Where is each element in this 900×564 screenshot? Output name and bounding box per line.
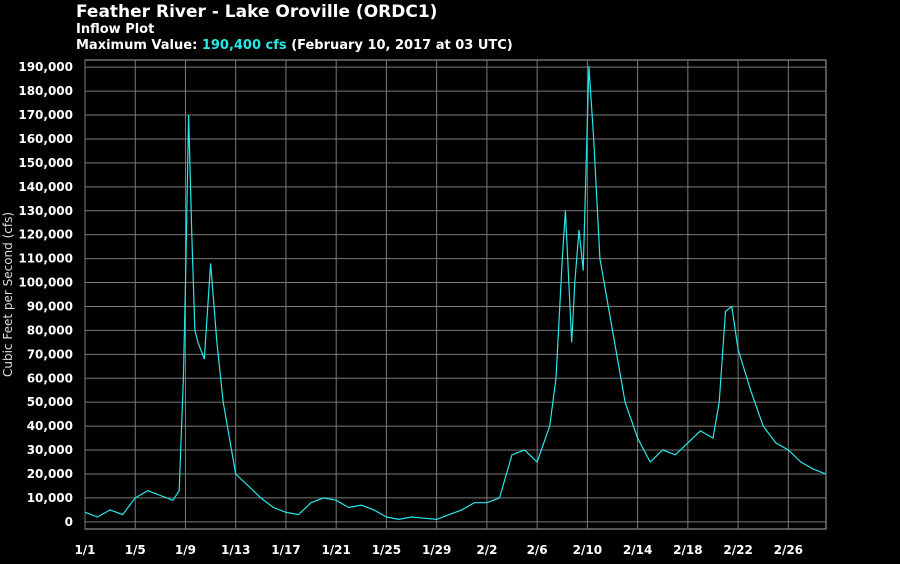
y-tick-label: 100,000 xyxy=(18,276,73,290)
y-tick-label: 150,000 xyxy=(18,156,73,170)
y-tick-label: 160,000 xyxy=(18,132,73,146)
y-tick-label: 40,000 xyxy=(27,419,73,433)
x-tick-label: 1/21 xyxy=(321,543,350,557)
y-tick-label: 70,000 xyxy=(27,347,73,361)
y-tick-label: 20,000 xyxy=(27,467,73,481)
x-tick-label: 2/10 xyxy=(573,543,602,557)
x-tick-label: 2/22 xyxy=(723,543,752,557)
y-tick-label: 10,000 xyxy=(27,491,73,505)
x-tick-label: 1/5 xyxy=(125,543,146,557)
chart-title: Feather River - Lake Oroville (ORDC1) xyxy=(76,2,438,22)
x-tick-label: 1/25 xyxy=(372,543,401,557)
y-tick-label: 60,000 xyxy=(27,371,73,385)
x-tick-label: 1/29 xyxy=(422,543,451,557)
max-value-date: (February 10, 2017 at 03 UTC) xyxy=(291,38,513,53)
max-value-label: Maximum Value: xyxy=(76,38,198,53)
max-value-line: Maximum Value: 190,400 cfs (February 10,… xyxy=(76,38,513,53)
y-tick-label: 80,000 xyxy=(27,323,73,337)
max-value: 190,400 cfs xyxy=(201,38,287,53)
y-tick-label: 130,000 xyxy=(18,204,73,218)
y-tick-label: 190,000 xyxy=(18,60,73,74)
y-tick-label: 120,000 xyxy=(18,228,73,242)
x-tick-label: 2/6 xyxy=(527,543,548,557)
y-tick-label: 30,000 xyxy=(27,443,73,457)
plot-frame xyxy=(84,59,827,530)
x-tick-label: 2/18 xyxy=(673,543,702,557)
x-tick-label: 1/9 xyxy=(175,543,196,557)
y-tick-label: 0 xyxy=(65,515,73,529)
y-tick-label: 90,000 xyxy=(27,299,73,313)
x-tick-label: 2/2 xyxy=(476,543,497,557)
x-tick-label: 2/14 xyxy=(623,543,652,557)
y-tick-label: 140,000 xyxy=(18,180,73,194)
y-tick-label: 50,000 xyxy=(27,395,73,409)
chart-subtitle: Inflow Plot xyxy=(76,22,155,37)
y-axis-label: Cubic Feet per Second (cfs) xyxy=(1,212,15,377)
x-tick-label: 2/26 xyxy=(774,543,803,557)
y-tick-label: 170,000 xyxy=(18,108,73,122)
y-tick-label: 180,000 xyxy=(18,84,73,98)
y-tick-label: 110,000 xyxy=(18,252,73,266)
inflow-series-line xyxy=(84,66,827,521)
x-tick-label: 1/17 xyxy=(271,543,300,557)
x-tick-label: 1/1 xyxy=(74,543,95,557)
x-tick-label: 1/13 xyxy=(221,543,250,557)
